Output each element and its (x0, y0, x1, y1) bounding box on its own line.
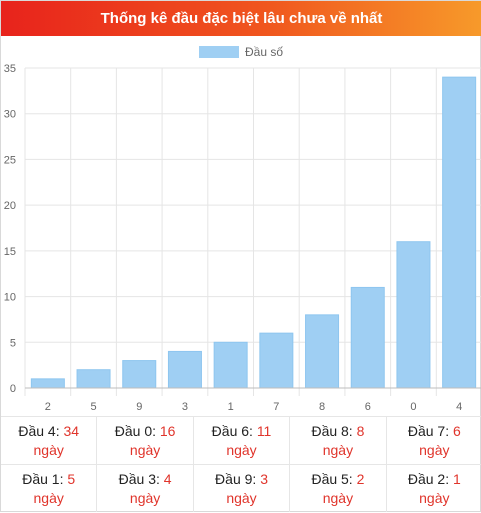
stat-label: Đầu 8: (311, 423, 353, 439)
bar (167, 350, 202, 389)
stat-cell: Đầu 9: 3 ngày (194, 465, 291, 512)
x-tick-label: 0 (410, 401, 416, 413)
stat-value: 34 (63, 423, 80, 439)
x-tick-label: 8 (319, 401, 325, 413)
stat-cell: Đầu 6: 11 ngày (194, 417, 291, 464)
y-tick-label: 30 (4, 109, 16, 121)
legend-swatch (199, 46, 239, 58)
widget-title: Thống kê đầu đặc biệt lâu chưa về nhất (100, 10, 383, 27)
stat-unit: ngày (33, 490, 64, 506)
bar (442, 76, 477, 389)
stat-value: 6 (453, 423, 461, 439)
bar (259, 332, 294, 389)
stat-unit: ngày (129, 490, 161, 506)
bar (305, 314, 340, 389)
stat-label: Đầu 2: (407, 471, 450, 487)
bar (396, 241, 431, 389)
stat-cell: Đầu 1: 5 ngày (1, 465, 98, 512)
bar (76, 369, 111, 389)
stat-value: 1 (453, 471, 461, 487)
bar (213, 341, 248, 389)
stat-cell: Đầu 4: 34 ngày (1, 417, 98, 464)
stat-cell: Đầu 8: 8 ngày (290, 417, 387, 464)
x-tick-label: 1 (228, 401, 234, 413)
y-tick-label: 25 (4, 154, 16, 166)
stat-value: 4 (163, 471, 172, 487)
stat-label: Đầu 4: (18, 423, 60, 439)
x-tick-label: 9 (136, 401, 142, 413)
stat-unit: ngày (322, 442, 354, 458)
x-tick-label: 3 (182, 401, 188, 413)
y-tick-label: 0 (10, 383, 16, 395)
stat-label: Đầu 5: (311, 471, 353, 487)
stats-row: Đầu 1: 5 ngày Đầu 3: 4 ngày Đầu 9: 3 ngà… (1, 464, 481, 512)
stat-cell: Đầu 0: 16 ngày (97, 417, 194, 464)
stat-label: Đầu 0: (114, 423, 156, 439)
widget-header: Thống kê đầu đặc biệt lâu chưa về nhất (1, 1, 481, 36)
y-tick-label: 5 (10, 337, 16, 349)
stat-label: Đầu 6: (211, 423, 253, 439)
stat-unit: ngày (129, 442, 161, 458)
stat-label: Đầu 9: (215, 471, 257, 487)
stat-cell: Đầu 3: 4 ngày (97, 465, 194, 512)
x-tick-label: 5 (90, 401, 96, 413)
stat-value: 16 (159, 423, 176, 439)
stat-label: Đầu 3: (118, 471, 160, 487)
stat-unit: ngày (322, 490, 354, 506)
x-tick-label: 7 (273, 401, 279, 413)
bar (122, 360, 157, 389)
x-tick-label: 6 (365, 401, 371, 413)
stat-label: Đầu 1: (22, 471, 64, 487)
stat-value: 5 (67, 471, 76, 487)
stat-cell: Đầu 5: 2 ngày (290, 465, 387, 512)
stat-value: 8 (356, 423, 365, 439)
y-tick-label: 10 (4, 292, 16, 304)
stat-cell: Đầu 7: 6 ngày (387, 417, 481, 464)
bar (350, 286, 385, 389)
x-tick-label: 4 (456, 401, 462, 413)
stats-row: Đầu 4: 34 ngày Đầu 0: 16 ngày Đầu 6: 11 … (1, 416, 481, 464)
stat-label: Đầu 7: (407, 423, 450, 439)
stat-value: 3 (260, 471, 268, 487)
stat-unit: ngày (419, 490, 450, 506)
stat-value: 11 (256, 423, 272, 439)
stat-unit: ngày (419, 442, 450, 458)
y-tick-label: 20 (4, 200, 16, 212)
legend-label: Đầu số (245, 45, 283, 59)
stats-table: Đầu 4: 34 ngày Đầu 0: 16 ngày Đầu 6: 11 … (1, 416, 481, 513)
stat-value: 2 (356, 471, 365, 487)
stat-cell: Đầu 2: 1 ngày (387, 465, 481, 512)
x-tick-label: 2 (45, 401, 51, 413)
stat-unit: ngày (33, 442, 64, 458)
y-tick-label: 35 (4, 63, 16, 75)
stat-unit: ngày (226, 490, 257, 506)
bar (30, 378, 65, 389)
stat-unit: ngày (226, 442, 257, 458)
y-tick-label: 15 (4, 246, 16, 258)
